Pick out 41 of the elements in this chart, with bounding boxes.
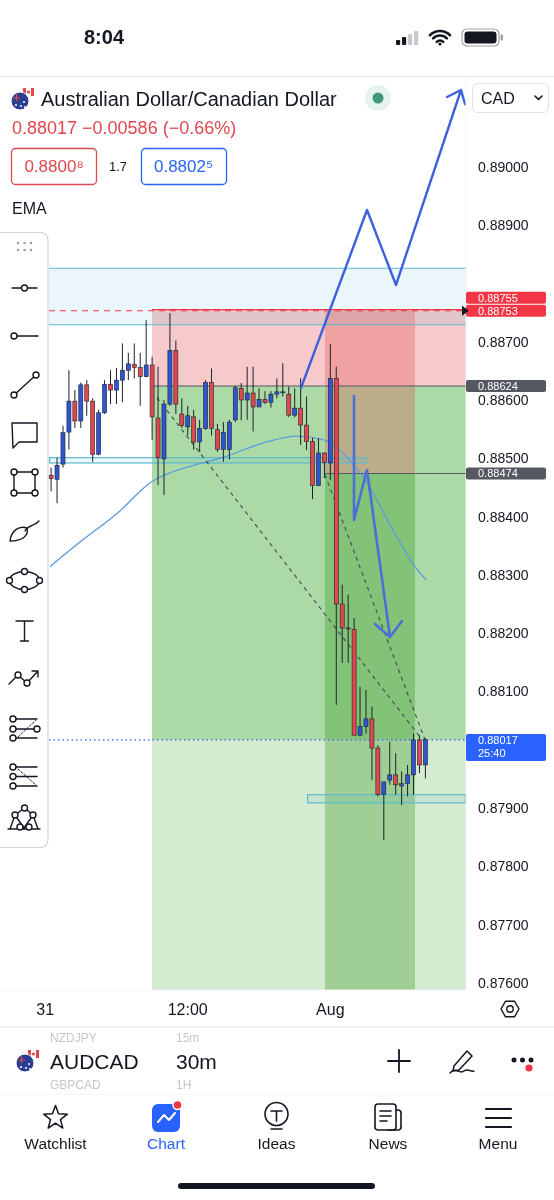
annotation: 0.8802⁵: [153, 157, 214, 176]
y-tick-label: 0.88500: [478, 450, 529, 467]
ref-line-label: 0.88017: [478, 733, 518, 746]
text: Menu: [478, 1135, 518, 1152]
y-tick-label: 0.88400: [478, 508, 529, 525]
text: 25:40: [478, 747, 506, 760]
y-tick-label: 0.88100: [478, 683, 529, 700]
text: AUDCAD: [50, 1050, 139, 1073]
x-tick-label: Aug: [316, 1000, 345, 1018]
y-tick-label: 0.88900: [478, 217, 529, 234]
text: 8:04: [83, 26, 125, 48]
text: Watchlist: [24, 1135, 88, 1152]
y-tick-label: 0.87600: [478, 975, 529, 991]
y-tick-label: 0.88700: [478, 333, 529, 350]
ref-line-label: 0.88474: [478, 467, 518, 480]
text: 15m: [176, 1031, 200, 1045]
text: CAD: [481, 90, 515, 107]
text: 0.88017 −0.00586 (−0.66%): [12, 118, 237, 138]
text: Australian Dollar/Canadian Dollar: [41, 88, 338, 110]
ref-line-label: 0.88753: [478, 304, 518, 317]
text: Chart: [147, 1135, 186, 1152]
text: News: [368, 1135, 408, 1152]
x-tick-label: 12:00: [167, 1000, 208, 1018]
annotation: 0.8800⁸: [24, 157, 84, 176]
y-tick-label: 0.88600: [478, 391, 529, 408]
ref-line-label: 0.88755: [478, 291, 518, 304]
y-tick-label: 0.88200: [478, 625, 529, 642]
text: 1H: [176, 1078, 192, 1092]
text: GBPCAD: [50, 1078, 102, 1092]
y-tick-label: 0.88300: [478, 566, 529, 583]
y-tick-label: 0.87700: [478, 916, 529, 933]
ref-line-label: 0.88624: [478, 380, 518, 392]
x-tick-label: 31: [36, 1000, 55, 1018]
annotation: 1.7: [108, 159, 128, 174]
text: 30m: [176, 1050, 217, 1073]
y-tick-label: 0.87900: [478, 800, 529, 817]
text: Ideas: [257, 1135, 296, 1152]
annotation: EMA: [12, 200, 47, 217]
y-tick-label: 0.89000: [478, 158, 529, 175]
text: NZDJPY: [50, 1031, 97, 1045]
y-tick-label: 0.87800: [478, 858, 529, 875]
